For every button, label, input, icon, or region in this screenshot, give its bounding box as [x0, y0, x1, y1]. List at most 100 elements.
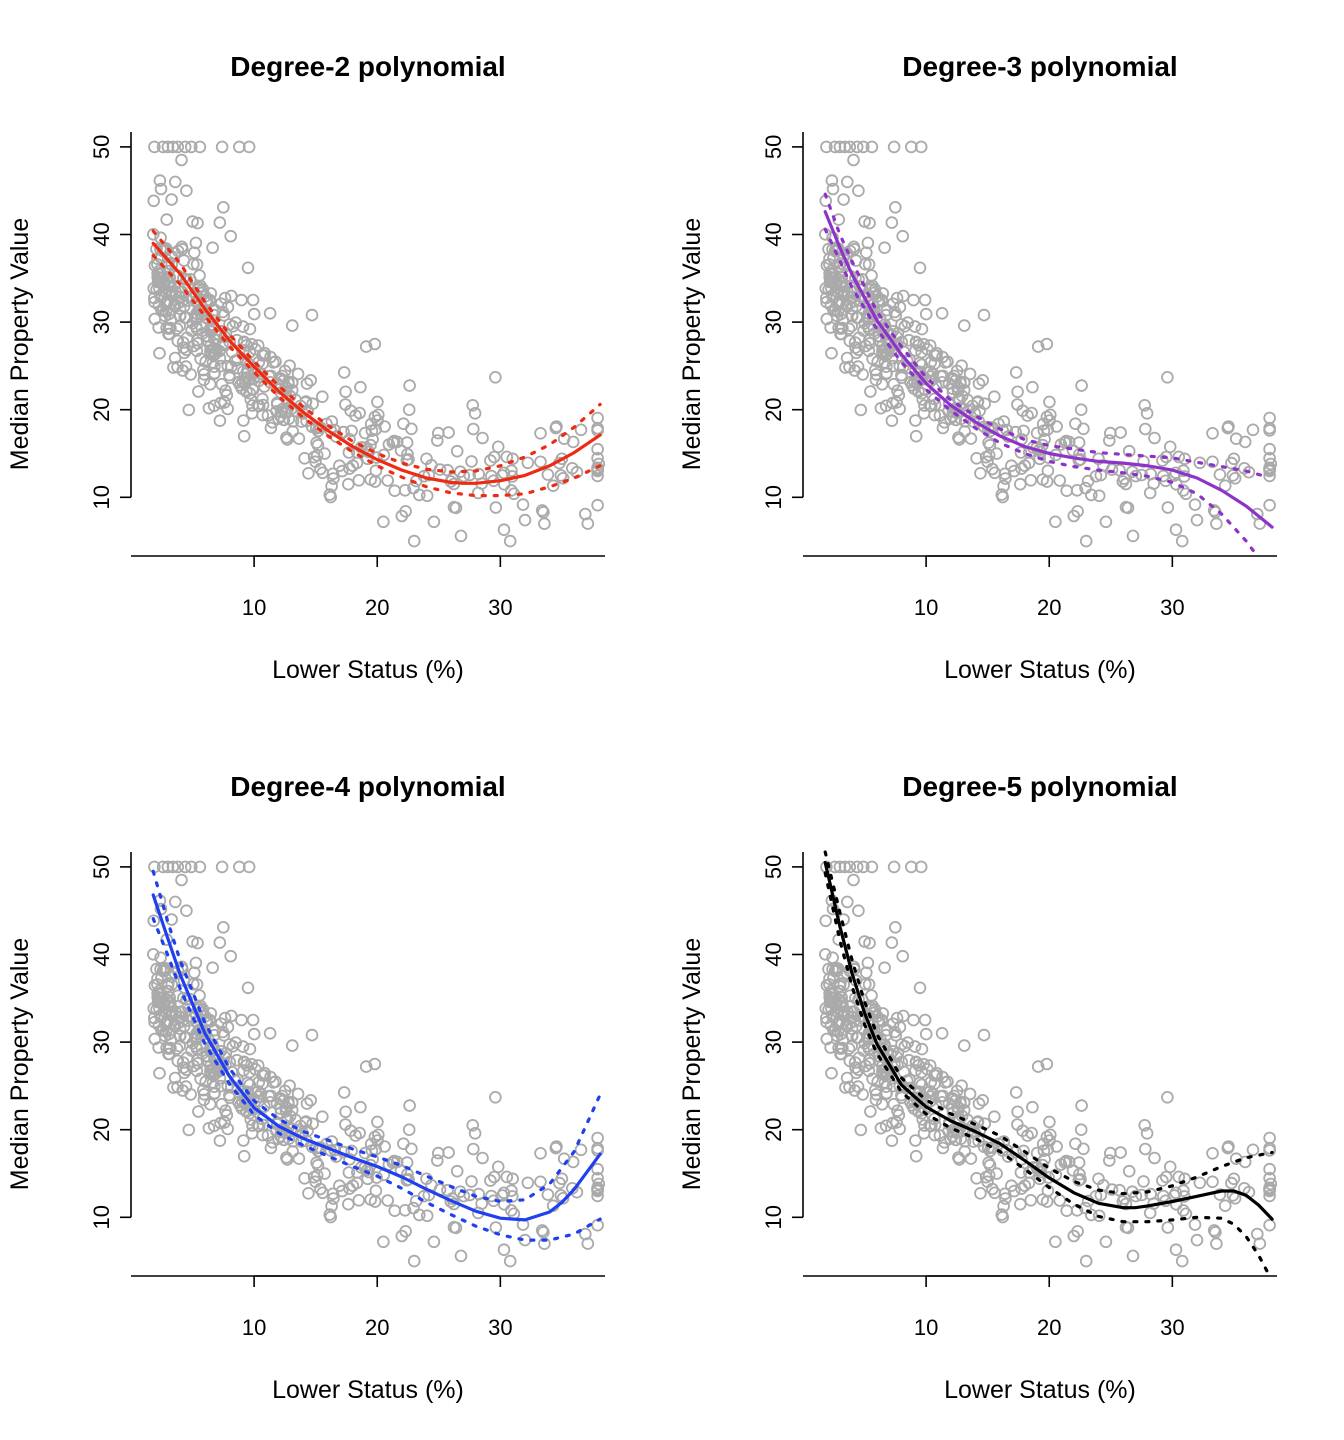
scatter-point: [1263, 442, 1276, 456]
scatter-point: [403, 1099, 416, 1112]
scatter-point: [1033, 1172, 1047, 1186]
scatter-point: [918, 1013, 932, 1027]
scatter-point: [204, 1064, 217, 1078]
scatter-point: [578, 1227, 592, 1241]
scatter-point: [837, 1005, 851, 1018]
x-tick-label: 10: [242, 1315, 266, 1340]
scatter-point: [148, 291, 161, 305]
fit-curve: [151, 241, 602, 485]
x-axis-label: Lower Status (%): [944, 1376, 1136, 1404]
scatter-point: [1103, 426, 1117, 440]
lower-confidence-band: [823, 227, 1259, 558]
scatter-point: [200, 1053, 214, 1067]
scatter-point: [187, 257, 200, 271]
scatter-point: [1092, 452, 1105, 466]
scatter-point: [838, 860, 852, 874]
lower-confidence-band: [151, 917, 602, 1242]
scatter-point: [241, 261, 255, 275]
scatter-point: [917, 1057, 931, 1071]
scatter-point: [875, 293, 888, 307]
y-tick-label: 50: [89, 135, 114, 159]
scatter-point: [449, 1221, 463, 1235]
y-tick-label: 40: [89, 222, 114, 246]
scatter-point: [919, 1027, 933, 1041]
scatter-point: [864, 1105, 877, 1118]
scatter-point: [1015, 462, 1028, 475]
scatter-point: [952, 1153, 966, 1166]
scatter-point: [999, 472, 1012, 485]
scatter-point: [200, 333, 214, 347]
scatter-point: [274, 1092, 288, 1106]
scatter-point: [197, 1093, 211, 1107]
scatter-point: [1099, 515, 1113, 529]
scatter-point: [1126, 1249, 1140, 1263]
scatter-point: [909, 1064, 922, 1077]
axes: 10 20 30 10 20 30 40 50: [761, 852, 1277, 1340]
scatter-point: [237, 1134, 250, 1147]
scatter-point: [1140, 1126, 1154, 1140]
y-tick-label: 10: [761, 1205, 786, 1229]
scatter-point: [1060, 1204, 1074, 1218]
scatter-point: [427, 515, 441, 529]
scatter-point: [822, 962, 835, 976]
scatter-point: [202, 1121, 216, 1135]
scatter-point: [1075, 1099, 1088, 1112]
scatter-point: [154, 182, 168, 196]
scatter-point: [1072, 1173, 1086, 1187]
scatter-point: [898, 319, 912, 333]
scatter-point: [1176, 484, 1190, 497]
scatter-point: [1079, 534, 1093, 548]
scatter-point: [836, 313, 850, 327]
scatter-point: [497, 1243, 511, 1256]
scatter-point: [472, 467, 486, 481]
scatter-point: [897, 1009, 910, 1023]
x-tick-label: 20: [365, 1315, 389, 1340]
scatter-point: [179, 311, 193, 324]
scatter-point: [1092, 1209, 1106, 1223]
scatter-point: [1126, 529, 1140, 543]
scatter-point: [981, 455, 994, 469]
scatter-point: [859, 977, 872, 991]
scatter-point: [489, 370, 502, 384]
scatter-point: [897, 360, 910, 373]
y-tick-label: 10: [89, 485, 114, 509]
upper-confidence-band: [823, 192, 1270, 479]
scatter-point: [901, 316, 915, 329]
scatter-point: [977, 1028, 991, 1042]
panel-degree-5: Degree-5 polynomial 10 20 30 10 20 30 40 50 Low…: [678, 771, 1278, 1404]
scatter-point: [1084, 488, 1098, 502]
scatter-point: [970, 451, 983, 465]
scatter-point: [381, 474, 395, 487]
scatter-point: [203, 377, 217, 391]
scatter-point: [377, 515, 390, 529]
scatter-point: [285, 1039, 299, 1052]
scatter-point: [977, 308, 991, 322]
scatter-point: [243, 322, 257, 336]
scatter-point: [1163, 1160, 1177, 1174]
scatter-point: [286, 414, 300, 428]
scatter-point: [235, 293, 248, 307]
scatter-point: [371, 414, 384, 427]
scatter-point: [1263, 451, 1276, 465]
scatter-point: [946, 372, 960, 386]
scatter-point: [441, 463, 454, 477]
scatter-point: [915, 322, 929, 336]
scatter-point: [901, 1036, 915, 1049]
scatter-point: [909, 344, 922, 357]
scatter-point: [316, 1186, 330, 1200]
scatter-point: [162, 1047, 175, 1061]
scatter-point: [824, 1041, 837, 1054]
scatter-point: [905, 140, 918, 154]
x-tick-label: 30: [1160, 595, 1184, 620]
scatter-point: [175, 240, 189, 254]
y-axis-label: Median Property Value: [6, 218, 34, 470]
scatter-point: [999, 1192, 1012, 1205]
scatter-point: [907, 293, 920, 307]
scatter-point: [898, 1039, 912, 1053]
x-tick-label: 30: [1160, 1315, 1184, 1340]
scatter-point: [285, 319, 299, 332]
axes: 10 20 30 10 20 30 40 50: [761, 132, 1277, 620]
scatter-point: [1206, 1146, 1219, 1160]
scatter-point: [1125, 465, 1139, 479]
scatter-point: [866, 1072, 879, 1086]
